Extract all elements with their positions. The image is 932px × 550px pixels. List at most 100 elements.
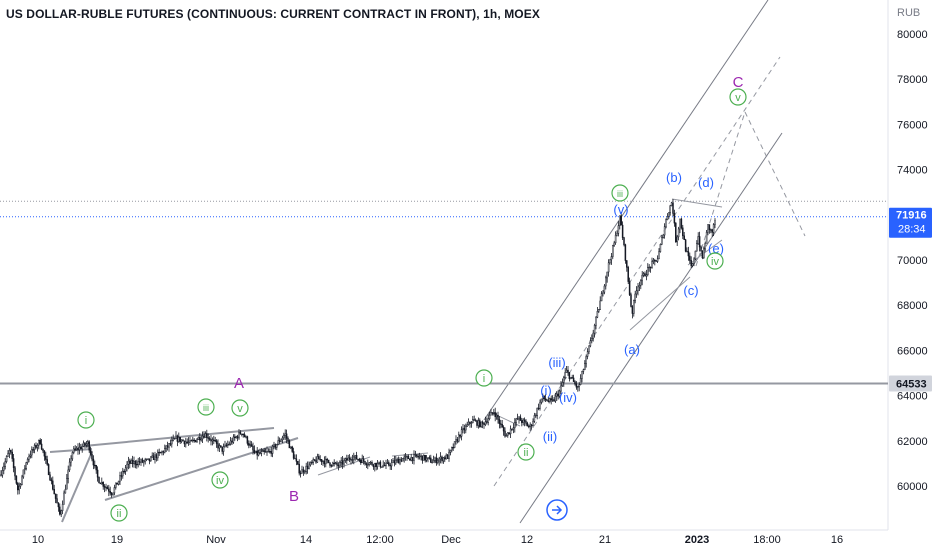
svg-text:v: v — [237, 403, 243, 415]
candle-body — [301, 469, 303, 474]
candle-body — [333, 462, 335, 465]
wedge-lower-line[interactable] — [104, 437, 299, 501]
candle-body — [411, 457, 414, 461]
candle-body — [364, 461, 366, 464]
time-tick-label: 10 — [32, 534, 44, 546]
candle-body — [248, 443, 250, 446]
flag-line-2[interactable] — [391, 452, 429, 457]
candle-body — [680, 218, 683, 229]
wave-label: (a) — [624, 342, 640, 357]
candle-body — [308, 464, 310, 469]
candle-body — [452, 447, 454, 449]
candle-body — [158, 451, 160, 454]
candle-body — [208, 438, 211, 440]
candle-body — [624, 244, 627, 261]
candle-body — [11, 451, 13, 459]
candle-body — [427, 457, 429, 459]
trend-line-rise[interactable] — [61, 451, 93, 523]
candle-body — [231, 440, 233, 443]
candle-body — [242, 433, 244, 436]
candle-body — [603, 285, 606, 293]
candle-body — [77, 447, 79, 451]
projection-down-dashed[interactable] — [744, 111, 806, 237]
candle-body — [78, 446, 81, 451]
candle-body — [596, 311, 599, 318]
candle-body — [512, 427, 515, 430]
channel-lower-line[interactable] — [519, 132, 783, 524]
candle-body — [390, 462, 393, 467]
svg-text:A: A — [234, 375, 244, 392]
candle-body — [60, 510, 62, 515]
candle-countdown: 28:34 — [898, 224, 926, 236]
wave-label: v — [231, 399, 249, 417]
candle-body — [98, 476, 100, 484]
channel-median-dashed[interactable] — [493, 56, 781, 487]
candle-body — [262, 450, 264, 452]
candle-body — [3, 466, 5, 471]
triangle-lower-line[interactable] — [629, 276, 691, 331]
candle-body — [33, 445, 36, 450]
candle-body — [409, 458, 411, 461]
candle-body — [483, 423, 485, 425]
candle-body — [189, 440, 191, 443]
candle-body — [668, 212, 670, 217]
arrow-right-icon — [552, 505, 563, 515]
candle-body — [288, 440, 291, 449]
current-price-badge: 71916 28:34 — [889, 207, 932, 238]
candle-body — [453, 441, 456, 448]
candle-body — [280, 439, 282, 442]
candle-body — [89, 449, 92, 455]
candle-body — [215, 440, 218, 444]
candle-body — [234, 436, 236, 439]
pattern-lines[interactable] — [49, 198, 723, 523]
candle-body — [361, 458, 363, 464]
candle-body — [162, 451, 165, 453]
candle-body — [423, 454, 425, 461]
candle-body — [354, 455, 356, 458]
candle-body — [612, 245, 614, 257]
candle-body — [15, 475, 18, 484]
candle-body — [703, 248, 705, 259]
trend-channel[interactable] — [483, 0, 806, 524]
price-axis[interactable]: RUB 800007800076000740007200070000680006… — [897, 7, 928, 493]
wave-labels: iiiiiiivvABiii(i)(ii)(iii)(iv)iii(v)(a)(… — [77, 74, 747, 522]
wave-label: B — [289, 488, 299, 505]
candle-body — [239, 432, 242, 435]
time-axis[interactable]: 10 19 Nov 14 12:00 Dec 12 21 2023 18:00 16 — [32, 534, 843, 546]
candle-body — [108, 488, 110, 492]
candle-body — [259, 452, 261, 454]
candle-body — [381, 466, 383, 468]
candle-body — [106, 487, 109, 490]
candle-body — [507, 432, 509, 436]
candle-body — [56, 498, 58, 504]
channel-upper-line[interactable] — [483, 0, 769, 421]
candle-body — [59, 506, 61, 515]
trend-line-small[interactable] — [49, 448, 93, 453]
candle-body — [147, 458, 149, 460]
time-tick-label: 12 — [521, 534, 533, 546]
candle-body — [367, 464, 369, 466]
candle-body — [67, 469, 69, 479]
candle-body — [505, 435, 508, 437]
wave-label: i — [475, 369, 493, 387]
candle-body — [18, 485, 20, 491]
candle-body — [273, 444, 275, 447]
candle-body — [339, 462, 341, 467]
scroll-to-realtime-button[interactable] — [546, 499, 568, 521]
candle-body — [448, 452, 450, 459]
candle-body — [329, 462, 331, 466]
wave-label: (b) — [666, 170, 682, 185]
candle-body — [556, 393, 558, 397]
candle-body — [371, 462, 373, 466]
candle-body — [689, 255, 691, 261]
triangle-upper-line[interactable] — [671, 198, 723, 208]
candle-body — [266, 451, 268, 453]
currency-label: RUB — [897, 7, 920, 19]
candle-body — [579, 378, 582, 385]
candle-body — [194, 440, 197, 443]
candle-body — [637, 286, 639, 291]
wave-label: (ii) — [543, 429, 557, 444]
candle-body — [540, 398, 543, 403]
candle-body — [672, 202, 674, 214]
